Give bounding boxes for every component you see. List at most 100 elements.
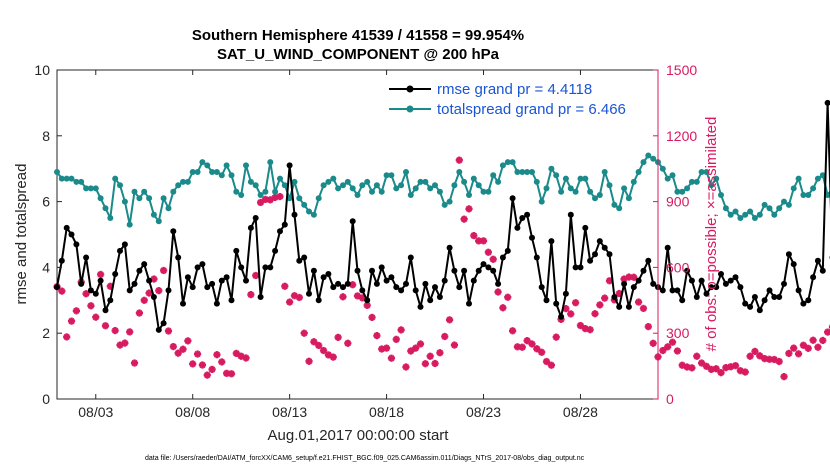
obs-point	[630, 273, 638, 281]
y-axis-label: rmse and totalspread	[13, 164, 30, 305]
spread-point	[514, 169, 521, 175]
rmse-point	[713, 284, 720, 291]
rmse-point	[126, 287, 133, 294]
rmse-point	[63, 224, 70, 231]
spread-point	[795, 175, 802, 182]
y-right-tick-label: 900	[666, 194, 690, 210]
obs-point	[92, 313, 100, 321]
obs-point	[319, 346, 328, 355]
rmse-point	[558, 313, 565, 320]
spread-point	[592, 195, 598, 202]
x-tick-label: 08/13	[272, 404, 307, 420]
obs-point	[198, 361, 207, 369]
obs-point	[72, 307, 80, 315]
obs-point	[203, 371, 211, 379]
obs-point	[441, 332, 449, 341]
spread-point	[301, 201, 308, 208]
rmse-point	[213, 300, 220, 307]
spread-point	[567, 185, 574, 192]
rmse-point	[306, 290, 312, 297]
spread-point	[150, 211, 157, 218]
obs-point	[184, 337, 192, 345]
obs-point	[794, 350, 803, 358]
spread-point	[708, 182, 715, 189]
obs-point	[412, 344, 420, 352]
rmse-point	[141, 261, 148, 268]
obs-point	[431, 359, 439, 368]
rmse-point	[577, 264, 584, 271]
rmse-point	[785, 251, 792, 258]
rmse-point	[703, 290, 710, 297]
obs-point	[87, 302, 95, 310]
obs-point	[140, 296, 148, 304]
obs-point	[407, 347, 415, 355]
rmse-point	[524, 211, 531, 218]
spread-point	[713, 175, 720, 182]
spread-point	[519, 169, 526, 175]
rmse-point	[204, 284, 211, 291]
y-right-tick-label: 1500	[666, 62, 697, 78]
obs-point	[508, 327, 517, 335]
y-tick-label: 0	[42, 391, 50, 407]
rmse-point	[78, 280, 85, 287]
obs-point	[673, 347, 681, 355]
obs-point	[785, 349, 793, 357]
spread-point	[742, 211, 749, 218]
spread-point	[296, 195, 303, 202]
spread-point	[340, 182, 346, 189]
spread-point	[577, 175, 584, 182]
rmse-point	[698, 277, 705, 284]
obs-point	[213, 351, 221, 359]
spread-point	[659, 165, 666, 172]
obs-point	[101, 322, 110, 330]
spread-point	[529, 169, 535, 175]
rmse-point	[814, 257, 821, 264]
legend-rmse-marker	[406, 85, 414, 93]
rmse-point	[432, 284, 438, 291]
rmse-point	[73, 241, 80, 248]
chart-subtitle: SAT_U_WIND_COMPONENT @ 200 hPa	[217, 46, 500, 63]
rmse-point	[659, 287, 666, 294]
spread-point	[776, 205, 783, 212]
rmse-point	[592, 251, 598, 258]
obs-point	[625, 273, 633, 281]
obs-point	[339, 293, 347, 301]
obs-point	[382, 344, 391, 352]
obs-point	[416, 340, 425, 348]
spread-point	[790, 185, 797, 192]
obs-point	[717, 369, 725, 377]
obs-point	[63, 333, 71, 341]
obs-point	[538, 348, 546, 356]
obs-point	[751, 347, 759, 356]
obs-point	[174, 349, 182, 357]
rmse-point	[718, 271, 724, 277]
rmse-point	[403, 280, 409, 287]
spread-point	[184, 178, 191, 185]
obs-point	[567, 310, 575, 318]
spread-point	[422, 178, 429, 185]
spread-point	[165, 205, 172, 212]
obs-point	[126, 328, 134, 336]
rmse-point	[238, 264, 245, 271]
spread-point	[611, 201, 618, 208]
x-tick-label: 08/03	[78, 404, 113, 420]
obs-point	[479, 237, 488, 245]
spread-point	[645, 152, 652, 159]
rmse-point	[180, 300, 186, 307]
rmse-point	[553, 300, 560, 307]
spread-point	[587, 188, 594, 195]
obs-point	[97, 270, 105, 279]
obs-point	[693, 352, 701, 360]
obs-point	[276, 192, 284, 201]
spread-point	[330, 175, 337, 182]
rmse-point	[688, 277, 695, 284]
rmse-point	[281, 221, 288, 228]
rmse-point	[679, 297, 686, 304]
rmse-point	[446, 244, 453, 251]
obs-point	[489, 255, 497, 263]
rmse-point	[436, 294, 443, 300]
obs-markers	[53, 156, 830, 381]
obs-point	[790, 344, 798, 352]
obs-point	[426, 352, 434, 360]
spread-point	[126, 221, 133, 228]
